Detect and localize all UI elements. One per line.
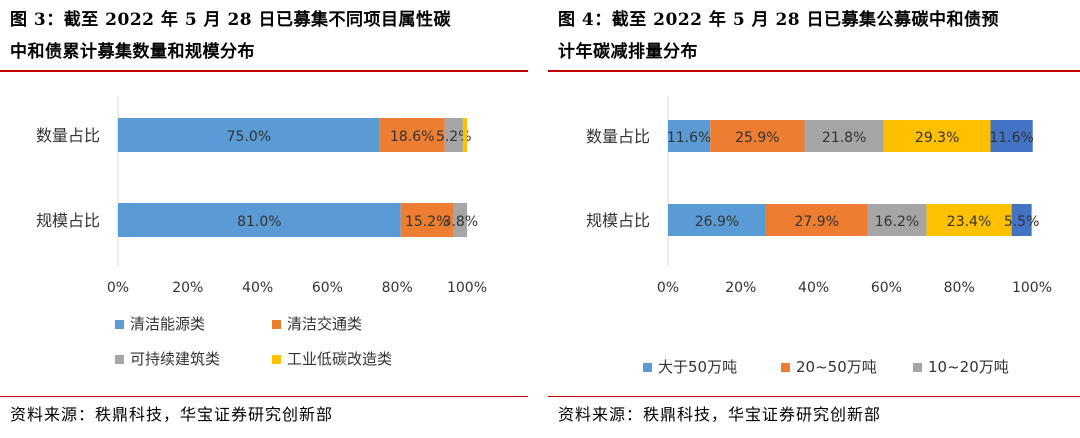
data-label: 15.2% <box>405 214 449 230</box>
x-tick-label: 40% <box>242 280 273 296</box>
data-label: 5.2% <box>436 129 472 145</box>
data-label: 26.9% <box>695 214 739 230</box>
data-label: 18.6% <box>390 129 434 145</box>
legend-label: 清洁交通类 <box>287 315 362 333</box>
bar-segment <box>990 120 1033 152</box>
source-rule <box>548 396 1080 397</box>
data-label: 27.9% <box>794 214 838 230</box>
category-label: 规模占比 <box>36 211 100 230</box>
legend-swatch <box>115 320 124 329</box>
legend-label: 可持续建筑类 <box>130 350 220 368</box>
bar-segment <box>462 118 467 152</box>
chart-title-line1: 图 4：截至 2022 年 5 月 28 日已募集公募碳中和债预 <box>558 10 1000 30</box>
legend-swatch <box>272 355 281 364</box>
x-tick-label: 20% <box>725 280 756 296</box>
x-tick-label: 100% <box>447 280 487 296</box>
chart-panel-left: 图 3：截至 2022 年 5 月 28 日已募集不同项目属性碳 中和债累计募集… <box>0 0 528 438</box>
chart-title: 图 3：截至 2022 年 5 月 28 日已募集不同项目属性碳 中和债累计募集… <box>10 4 451 68</box>
data-label: 81.0% <box>237 214 281 230</box>
bar-segment <box>118 118 380 152</box>
bar-segment <box>926 204 1012 236</box>
x-tick-label: 20% <box>172 280 203 296</box>
bar-segment <box>400 203 454 237</box>
bar-segment <box>444 118 463 152</box>
legend-label: 10~20万吨 <box>928 358 1009 376</box>
x-tick-label: 60% <box>871 280 902 296</box>
category-label: 规模占比 <box>586 211 650 230</box>
bar-segment <box>453 203 467 237</box>
bar-segment <box>765 204 868 236</box>
x-tick-label: 0% <box>107 280 129 296</box>
legend-swatch <box>272 320 281 329</box>
bar-segment <box>710 120 805 152</box>
data-label: 11.6% <box>667 130 711 146</box>
data-label: 23.4% <box>947 214 991 230</box>
legend-swatch <box>115 355 124 364</box>
category-label: 数量占比 <box>586 127 650 146</box>
stacked-bar-chart-left: 数量占比 75.0% 18.6% 5.2% 规模占比 81.0% 15.2%3.8% 0% 20… <box>36 96 487 368</box>
data-label: 3.8% <box>443 214 479 230</box>
bar-segment <box>883 120 991 152</box>
legend-swatch <box>643 363 652 372</box>
data-label: 75.0% <box>227 129 271 145</box>
x-tick-label: 100% <box>1012 280 1052 296</box>
chart-title-line2: 中和债累计募集数量和规模分布 <box>10 42 255 62</box>
data-label: 5.5% <box>1004 214 1040 230</box>
bar-segment <box>379 118 445 152</box>
x-tick-label: 80% <box>382 280 413 296</box>
x-tick-label: 80% <box>944 280 975 296</box>
chart-title: 图 4：截至 2022 年 5 月 28 日已募集公募碳中和债预 计年碳减排量分… <box>558 4 999 68</box>
legend-label: 20~50万吨 <box>796 358 877 376</box>
bar-segment <box>867 204 927 236</box>
stacked-bar-chart-right: 数量占比 11.6% 25.9% 21.8% 29.3% 11.6% 规模占比 26.9% 27… <box>586 96 1052 376</box>
data-label: 25.9% <box>735 130 779 146</box>
x-tick-label: 40% <box>798 280 829 296</box>
chart-title-line2: 计年碳减排量分布 <box>558 42 698 62</box>
bar-segment <box>668 204 766 236</box>
legend-swatch <box>781 363 790 372</box>
category-label: 数量占比 <box>36 126 100 145</box>
bar-segment <box>804 120 884 152</box>
chart-panel-right: 图 4：截至 2022 年 5 月 28 日已募集公募碳中和债预 计年碳减排量分… <box>548 0 1080 438</box>
bar-segment <box>1011 204 1032 236</box>
x-tick-label: 60% <box>312 280 343 296</box>
data-label: 21.8% <box>822 130 866 146</box>
source-note: 资料来源：秩鼎科技，华宝证券研究创新部 <box>10 405 334 424</box>
title-rule <box>548 70 1080 72</box>
legend-label: 工业低碳改造类 <box>287 350 392 368</box>
source-rule <box>0 396 528 397</box>
legend-label: 大于50万吨 <box>658 358 737 376</box>
data-label: 11.6% <box>989 130 1033 146</box>
title-rule <box>0 70 528 72</box>
data-label: 16.2% <box>875 214 919 230</box>
bar-segment <box>118 203 401 237</box>
x-tick-label: 0% <box>657 280 679 296</box>
bar-segment <box>668 120 711 152</box>
chart-title-line1: 图 3：截至 2022 年 5 月 28 日已募集不同项目属性碳 <box>10 10 452 30</box>
legend-label: 清洁能源类 <box>130 315 205 333</box>
data-label: 29.3% <box>915 130 959 146</box>
legend-swatch <box>913 363 922 372</box>
source-note: 资料来源：秩鼎科技，华宝证券研究创新部 <box>558 405 882 424</box>
